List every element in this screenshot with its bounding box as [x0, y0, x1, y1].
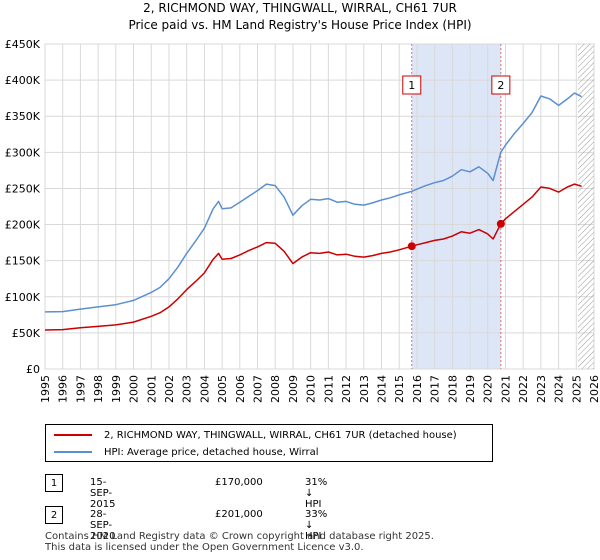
sale-hpi-1: 31% ↓ HPI: [305, 477, 328, 510]
plot-background: [44, 43, 595, 370]
sale-2-label: 2: [497, 79, 504, 92]
x-tick-label: 1995: [39, 375, 52, 403]
x-tick-label: 2023: [535, 375, 548, 403]
x-tick-label: 1999: [110, 375, 123, 403]
x-tick-label: 2009: [287, 375, 300, 403]
legend: 2, RICHMOND WAY, THINGWALL, WIRRAL, CH61…: [45, 424, 493, 462]
legend-hpi-label: HPI: Average price, detached house, Wirr…: [104, 446, 319, 458]
sale-date-2: 28-SEP-2020: [90, 509, 116, 542]
x-tick-label: 2020: [482, 375, 495, 403]
x-tick-label: 2018: [446, 375, 459, 403]
x-tick-label: 2017: [429, 375, 442, 403]
x-tick-label: 2005: [216, 375, 229, 403]
x-tick-label: 1996: [57, 375, 70, 403]
y-tick-label: £350K: [5, 110, 41, 123]
sale-2-label-box: [491, 75, 511, 95]
x-tick-label: 2013: [358, 375, 371, 403]
chart-subtitle: Price paid vs. HM Land Registry's House …: [128, 18, 472, 32]
x-tick-label: 2001: [145, 375, 158, 403]
y-tick-label: £150K: [5, 255, 41, 268]
sale-badge-2: 2: [45, 506, 63, 524]
footer-licence: This data is licensed under the Open Gov…: [45, 542, 364, 553]
hpi-line: [44, 92, 582, 313]
x-tick-label: 2026: [588, 375, 600, 403]
x-tick-label: 2021: [499, 375, 512, 403]
x-tick-label: 2011: [322, 375, 335, 403]
x-tick-label: 2006: [234, 375, 247, 403]
future-hatch: [578, 44, 594, 369]
x-tick-label: 2007: [252, 375, 265, 403]
sale-2-marker: [496, 219, 505, 228]
sale-1-marker: [407, 242, 416, 251]
sale-price-2: £201,000: [215, 509, 263, 520]
sale-period-band: [411, 44, 501, 369]
x-tick-label: 2008: [269, 375, 282, 403]
legend-hpi: HPI: Average price, detached house, Wirr…: [54, 444, 319, 460]
x-tick-label: 2015: [393, 375, 406, 403]
y-tick-label: £50K: [12, 327, 41, 340]
y-tick-label: £250K: [5, 182, 41, 195]
x-tick-label: 2000: [128, 375, 141, 403]
x-tick-label: 1998: [92, 375, 105, 403]
x-tick-label: 2024: [553, 375, 566, 403]
y-tick-label: £100K: [5, 291, 41, 304]
x-tick-label: 2019: [464, 375, 477, 403]
price-chart: 1 2 £0 £50K £100K £150K £200K £250K £300K £350K £…: [5, 38, 600, 403]
x-tick-label: 1997: [74, 375, 87, 403]
sale-hpi-2: 33% ↓ HPI: [305, 509, 328, 542]
y-tick-label: £400K: [5, 74, 41, 87]
sale-badge-1: 1: [45, 474, 63, 492]
x-tick-label: 2003: [181, 375, 194, 403]
x-tick-label: 2002: [163, 375, 176, 403]
footer-copyright: Contains HM Land Registry data © Crown c…: [45, 531, 434, 542]
x-tick-label: 2004: [198, 375, 211, 403]
y-tick-label: £300K: [5, 146, 41, 159]
y-tick-label: £200K: [5, 219, 41, 232]
sale-date-1: 15-SEP-2015: [90, 477, 116, 510]
x-tick-label: 2012: [340, 375, 353, 403]
legend-property-swatch: [54, 434, 92, 436]
sale-price-1: £170,000: [215, 477, 263, 488]
x-tick-label: 2016: [411, 375, 424, 403]
x-tick-label: 2014: [375, 375, 388, 403]
legend-property-label: 2, RICHMOND WAY, THINGWALL, WIRRAL, CH61…: [104, 429, 457, 441]
x-tick-label: 2025: [570, 375, 583, 403]
legend-property: 2, RICHMOND WAY, THINGWALL, WIRRAL, CH61…: [54, 427, 457, 443]
y-tick-label: £0: [26, 363, 40, 376]
chart-title: 2, RICHMOND WAY, THINGWALL, WIRRAL, CH61…: [143, 1, 457, 15]
sale-1-label-box: [402, 75, 422, 95]
y-tick-label: £450K: [5, 38, 41, 51]
x-tick-label: 2010: [305, 375, 318, 403]
x-tick-label: 2022: [517, 375, 530, 403]
legend-hpi-swatch: [54, 451, 92, 453]
sale-1-label: 1: [408, 79, 415, 92]
